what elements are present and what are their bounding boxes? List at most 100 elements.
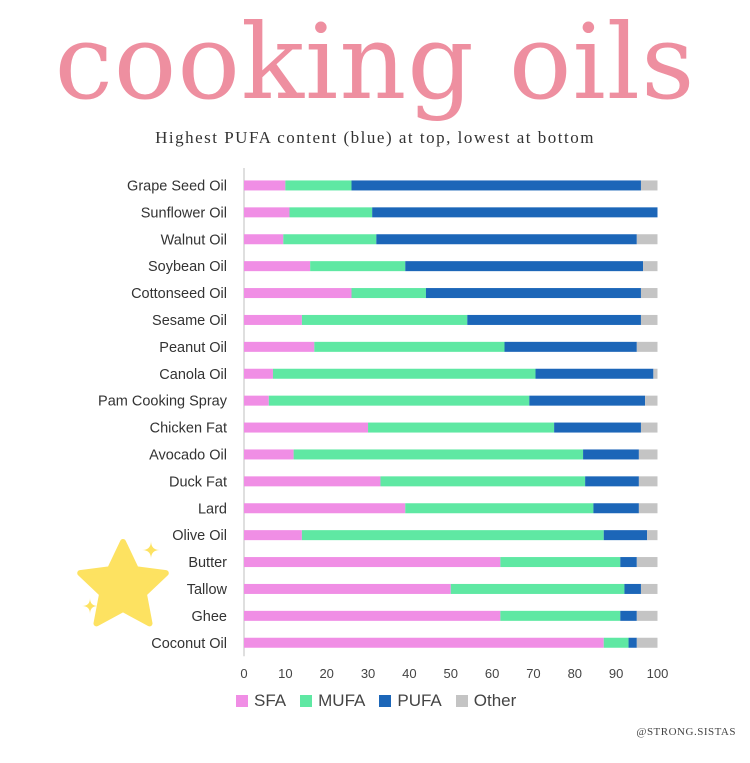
bar-mufa <box>283 234 377 245</box>
x-tick-label: 60 <box>485 666 499 681</box>
sparkle-icon <box>82 598 98 614</box>
category-label: Coconut Oil <box>151 636 227 652</box>
legend-label-pufa: PUFA <box>397 691 442 710</box>
category-label: Tallow <box>187 582 228 598</box>
bar-other <box>640 288 658 299</box>
legend-swatch-sfa <box>236 695 248 707</box>
star-icon <box>77 539 169 627</box>
bar-sfa <box>244 314 302 325</box>
category-label: Avocado Oil <box>149 447 227 463</box>
bar-other <box>638 449 658 460</box>
category-label: Lard <box>198 501 227 517</box>
bar-pufa <box>620 557 637 568</box>
legend: SFA MUFA PUFA Other <box>236 691 516 711</box>
category-label: Canola Oil <box>159 367 227 383</box>
bar-mufa <box>500 610 621 621</box>
bar-mufa <box>268 395 530 406</box>
x-tick-label: 10 <box>278 666 292 681</box>
bar-other <box>640 180 658 191</box>
bar-mufa <box>314 341 505 352</box>
bar-pufa <box>351 180 641 191</box>
bar-other <box>640 314 658 325</box>
chart-title: cooking oils <box>54 1 696 123</box>
legend-item-pufa: PUFA <box>379 691 442 711</box>
legend-swatch-mufa <box>300 695 313 707</box>
bar-sfa <box>244 368 273 379</box>
x-tick-label: 20 <box>319 666 333 681</box>
x-tick-label: 70 <box>526 666 540 681</box>
bar-pufa <box>372 207 658 218</box>
bar-other <box>638 503 658 514</box>
bar-pufa <box>504 341 637 352</box>
bar-mufa <box>450 583 625 594</box>
bar-sfa <box>244 207 290 218</box>
bar-sfa <box>244 637 604 648</box>
category-label: Soybean Oil <box>148 259 227 275</box>
bar-pufa <box>425 288 641 299</box>
category-label: Grape Seed Oil <box>127 178 227 194</box>
legend-label-other: Other <box>473 691 517 710</box>
bar-mufa <box>500 557 621 568</box>
bar-other <box>636 557 658 568</box>
bar-pufa <box>628 637 637 648</box>
bar-other <box>636 610 658 621</box>
bar-pufa <box>593 503 639 514</box>
bar-other <box>645 395 658 406</box>
bar-sfa <box>244 288 352 299</box>
chart-subtitle: Highest PUFA content (blue) at top, lowe… <box>155 128 595 147</box>
bar-mufa <box>351 288 426 299</box>
bar-sfa <box>244 610 501 621</box>
bar-sfa <box>244 449 294 460</box>
legend-item-mufa: MUFA <box>300 691 365 711</box>
x-tick-label: 40 <box>402 666 416 681</box>
stacked-bar-chart: Grape Seed Oil Sunflower Oil Walnut Oil Soy… <box>77 168 669 681</box>
bar-mufa <box>368 422 555 433</box>
category-label: Walnut Oil <box>161 232 227 248</box>
bar-sfa <box>244 530 302 541</box>
legend-item-other: Other <box>455 691 517 711</box>
bar-mufa <box>301 314 468 325</box>
legend-item-sfa: SFA <box>236 691 286 711</box>
bar-pufa <box>624 583 641 594</box>
category-label: Cottonseed Oil <box>131 286 227 302</box>
category-label: Duck Fat <box>169 474 227 490</box>
category-label: Pam Cooking Spray <box>98 394 228 410</box>
legend-label-sfa: SFA <box>254 691 287 710</box>
bar-sfa <box>244 395 269 406</box>
x-tick-label: 50 <box>444 666 458 681</box>
bar-mufa <box>603 637 629 648</box>
bar-mufa <box>301 530 604 541</box>
legend-swatch-pufa <box>379 695 392 707</box>
bar-sfa <box>244 180 286 191</box>
sparkle-icon <box>142 541 160 559</box>
bar-pufa <box>535 368 654 379</box>
category-label: Peanut Oil <box>159 340 227 356</box>
category-label: Chicken Fat <box>150 421 227 437</box>
category-label: Olive Oil <box>172 528 227 544</box>
bar-other <box>636 234 658 245</box>
bar-pufa <box>554 422 641 433</box>
bar-sfa <box>244 261 311 272</box>
bar-sfa <box>244 341 315 352</box>
bar-sfa <box>244 234 284 245</box>
bar-mufa <box>285 180 352 191</box>
bar-pufa <box>405 261 644 272</box>
category-label: Sesame Oil <box>152 313 227 329</box>
bar-mufa <box>405 503 594 514</box>
bar-mufa <box>380 476 586 487</box>
x-tick-label: 80 <box>568 666 582 681</box>
bar-pufa <box>620 610 637 621</box>
x-tick-label: 90 <box>609 666 623 681</box>
bar-other <box>640 422 658 433</box>
bar-sfa <box>244 557 501 568</box>
bar-pufa <box>376 234 637 245</box>
bar-other <box>643 261 658 272</box>
bar-mufa <box>293 449 584 460</box>
legend-label-mufa: MUFA <box>318 691 366 710</box>
bar-other <box>636 341 658 352</box>
bar-other <box>647 530 658 541</box>
bar-pufa <box>529 395 646 406</box>
x-tick-label: 100 <box>647 666 669 681</box>
category-label: Butter <box>188 555 227 571</box>
bar-mufa <box>289 207 373 218</box>
